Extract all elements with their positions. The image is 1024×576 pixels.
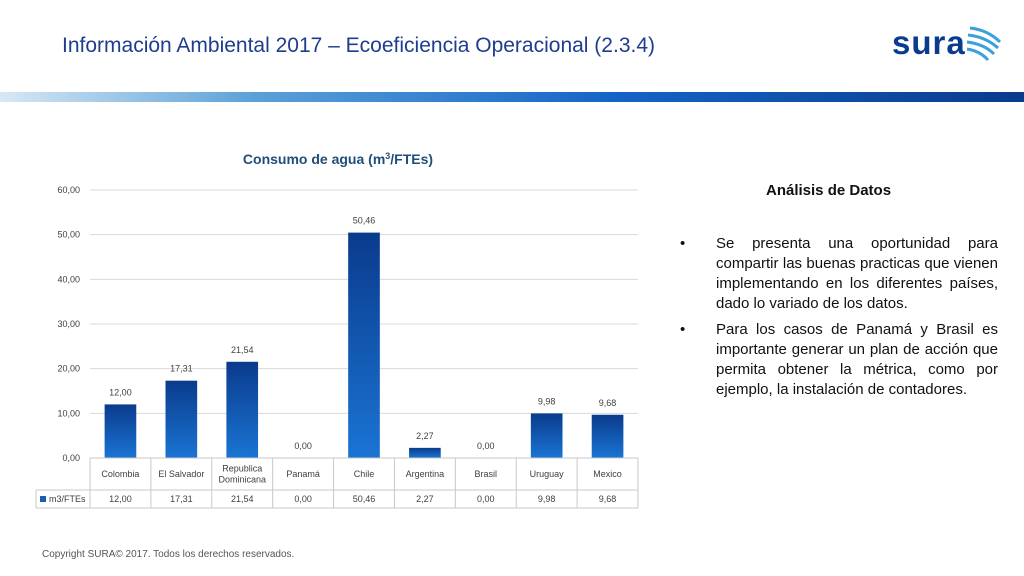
analysis-bullet: • Para los casos de Panamá y Brasil es im… <box>680 320 998 400</box>
data-label: 17,31 <box>170 364 193 374</box>
bar <box>165 380 198 458</box>
y-tick-label: 30,00 <box>57 319 80 329</box>
category-label: Panamá <box>286 469 320 479</box>
data-label: 9,98 <box>538 396 556 406</box>
category-label: El Salvador <box>158 469 204 479</box>
bar <box>104 404 137 458</box>
analysis-bullet: • Se presenta una oportunidad para compar… <box>680 234 998 314</box>
bar <box>591 414 624 458</box>
category-label: Argentina <box>406 469 445 479</box>
chart-title: Consumo de agua (m3/FTEs) <box>243 151 433 167</box>
logo-wordmark: sura <box>892 24 966 61</box>
series-name: m3/FTEs <box>49 494 86 504</box>
bullet-text: Se presenta una oportunidad para compart… <box>716 235 998 312</box>
data-label: 0,00 <box>477 441 495 451</box>
category-label: Uruguay <box>530 469 565 479</box>
table-value: 21,54 <box>231 494 254 504</box>
table-value: 0,00 <box>294 494 312 504</box>
y-tick-label: 20,00 <box>57 364 80 374</box>
y-tick-label: 60,00 <box>57 185 80 195</box>
table-value: 12,00 <box>109 494 132 504</box>
bar <box>409 447 441 458</box>
category-label: Republica <box>222 464 262 474</box>
category-label: Chile <box>354 469 375 479</box>
bar <box>348 232 380 458</box>
bullet-text: Para los casos de Panamá y Brasil es imp… <box>716 321 998 398</box>
table-value: 9,98 <box>538 494 556 504</box>
legend-key <box>40 496 46 502</box>
header-gradient-bar <box>0 92 1024 102</box>
analysis-title: Análisis de Datos <box>766 182 892 199</box>
data-label: 21,54 <box>231 345 254 355</box>
y-tick-label: 40,00 <box>57 274 80 284</box>
data-label: 9,68 <box>599 398 617 408</box>
data-label: 2,27 <box>416 431 434 441</box>
y-tick-label: 0,00 <box>62 453 80 463</box>
analysis-bullets: • Se presenta una oportunidad para compar… <box>680 234 998 406</box>
table-value: 0,00 <box>477 494 495 504</box>
y-tick-label: 50,00 <box>57 230 80 240</box>
table-value: 2,27 <box>416 494 434 504</box>
category-label: Colombia <box>101 469 139 479</box>
bullet-dot: • <box>680 321 686 338</box>
water-consumption-chart: Consumo de agua (m3/FTEs) 0,00 10,00 20,00… <box>35 151 639 509</box>
table-value: 9,68 <box>599 494 617 504</box>
data-label: 0,00 <box>294 441 312 451</box>
category-label: Mexico <box>593 469 622 479</box>
table-value: 50,46 <box>353 494 376 504</box>
table-value: 17,31 <box>170 494 193 504</box>
bar <box>530 413 563 458</box>
logo-wing-icon <box>966 26 1002 62</box>
category-label: Brasil <box>475 469 498 479</box>
category-label: Dominicana <box>218 475 266 485</box>
data-label: 50,46 <box>353 216 376 226</box>
y-tick-label: 10,00 <box>57 408 80 418</box>
copyright-footer: Copyright SURA© 2017. Todos los derechos… <box>42 549 295 560</box>
sura-logo: sura <box>892 22 1002 66</box>
bullet-dot: • <box>680 235 686 252</box>
data-label: 12,00 <box>109 387 132 397</box>
bar <box>226 361 259 458</box>
slide-title: Información Ambiental 2017 – Ecoeficienc… <box>62 34 656 57</box>
